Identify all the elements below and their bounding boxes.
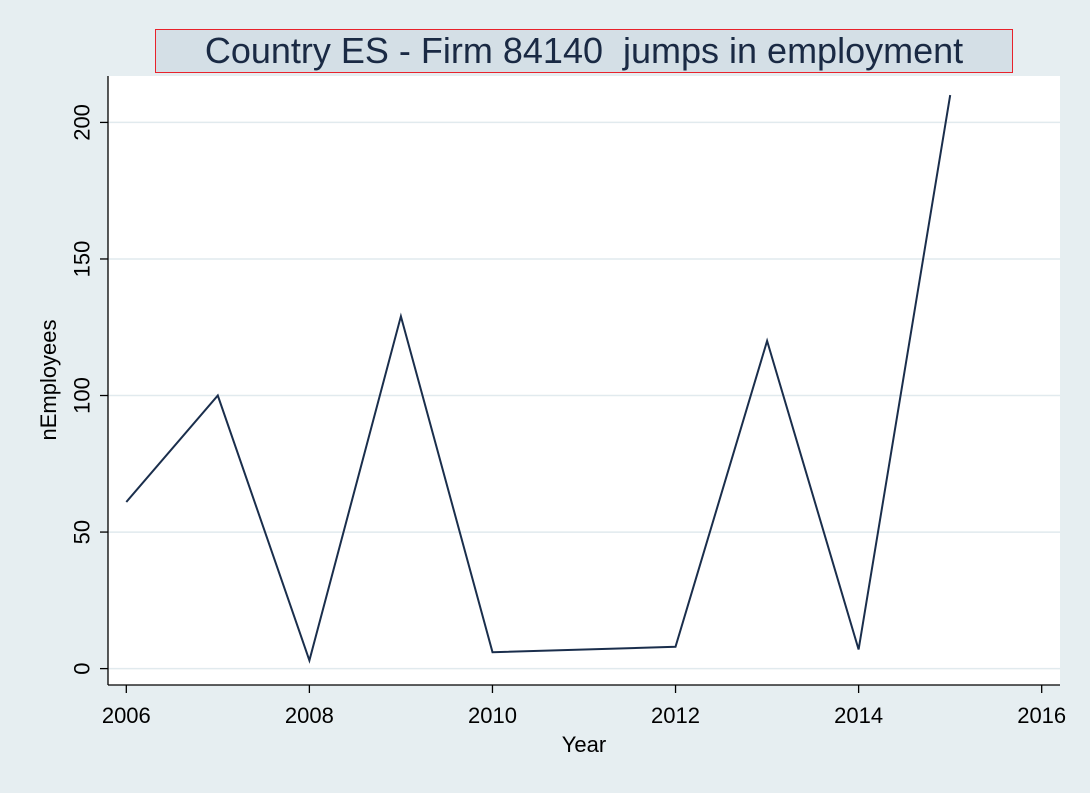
series-line bbox=[125, 94, 952, 664]
y-tick-label: 50 bbox=[70, 520, 95, 544]
y-tick-label: 150 bbox=[70, 241, 95, 278]
y-axis-title: nEmployees bbox=[36, 319, 61, 440]
chart-title: Country ES - Firm 84140 jumps in employm… bbox=[155, 29, 1013, 73]
x-tick-label: 2006 bbox=[102, 703, 151, 728]
ticks: 0 50 100 150 200 2006 2008 2010 2012 2014 2016 bbox=[70, 104, 1067, 728]
x-tick-label: 2010 bbox=[468, 703, 517, 728]
gridlines bbox=[108, 121, 1060, 670]
series bbox=[125, 94, 952, 664]
x-tick-label: 2008 bbox=[285, 703, 334, 728]
y-tick-label: 0 bbox=[70, 662, 95, 674]
x-tick-label: 2016 bbox=[1017, 703, 1066, 728]
y-tick-label: 200 bbox=[70, 104, 95, 141]
x-tick-label: 2014 bbox=[834, 703, 883, 728]
plot-area bbox=[108, 76, 1060, 685]
y-tick-label: 100 bbox=[70, 377, 95, 414]
x-tick-label: 2012 bbox=[651, 703, 700, 728]
x-axis-title: Year bbox=[562, 732, 606, 757]
